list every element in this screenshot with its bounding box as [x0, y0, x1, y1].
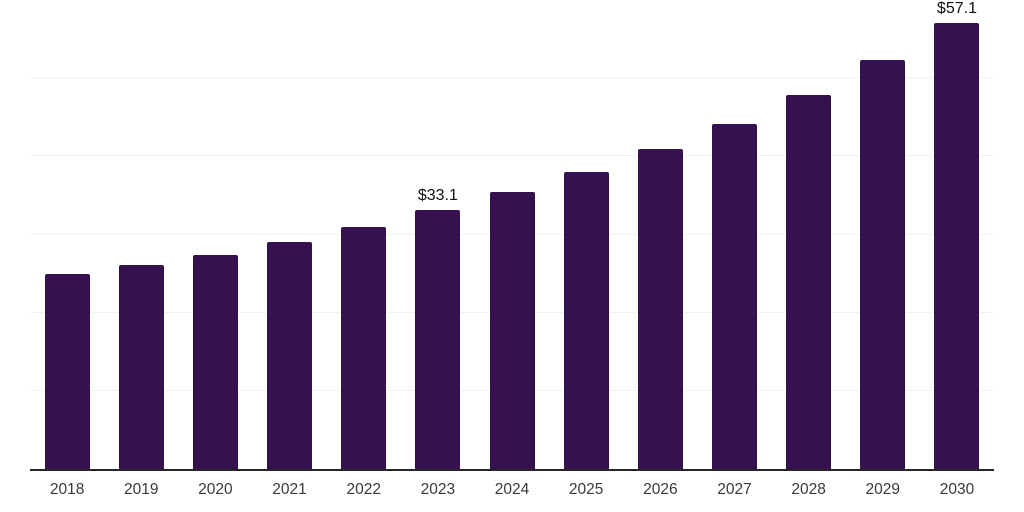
bar-slot-2021 — [252, 0, 326, 469]
bar-2026 — [637, 148, 683, 469]
bar-2023 — [415, 210, 461, 469]
x-tick-label-2029: 2029 — [865, 481, 901, 498]
bar-2028 — [786, 95, 832, 469]
x-axis-tick-labels: 2018 2019 2020 2021 2022 2023 2024 2025 2026 2027… — [30, 481, 994, 499]
bar-slot-2019 — [104, 0, 178, 469]
bar-slot-2025 — [549, 0, 623, 469]
x-tick-label-2021: 2021 — [272, 481, 307, 498]
x-tick-label-2030: 2030 — [939, 481, 975, 498]
x-tick-label-2028: 2028 — [791, 481, 826, 498]
bar-2019 — [118, 265, 164, 469]
bar-slot-2029 — [846, 0, 920, 469]
bar-2020 — [192, 254, 238, 469]
bar-2018 — [44, 274, 90, 469]
bars-layer: $33.1 $57.1 — [30, 0, 994, 469]
bar-slot-2022 — [327, 0, 401, 469]
bar-slot-2026 — [623, 0, 697, 469]
x-tick-label-2019: 2019 — [123, 481, 159, 498]
bar-value-label-2023: $33.1 — [417, 187, 458, 205]
gridline — [30, 77, 994, 79]
bar-2024 — [489, 191, 535, 469]
bar-slot-2018 — [30, 0, 104, 469]
bar-2030 — [934, 22, 980, 469]
bar-2025 — [563, 171, 609, 469]
x-tick-label-2027: 2027 — [717, 481, 752, 498]
bar-2029 — [860, 60, 906, 469]
x-tick-label-2018: 2018 — [49, 481, 85, 498]
bar-2021 — [267, 241, 313, 469]
plot-area: $33.1 $57.1 — [30, 0, 994, 471]
x-tick-label-2025: 2025 — [568, 481, 604, 498]
x-tick-label-2022: 2022 — [346, 481, 381, 498]
x-tick-label-2026: 2026 — [643, 481, 678, 498]
bar-slot-2023: $33.1 — [401, 0, 475, 469]
x-tick-label-2023: 2023 — [420, 481, 456, 498]
x-tick-label-2024: 2024 — [494, 481, 530, 498]
bar-slot-2024 — [475, 0, 549, 469]
bar-2027 — [711, 123, 757, 469]
bar-slot-2020 — [178, 0, 252, 469]
bar-slot-2027 — [697, 0, 771, 469]
bar-slot-2030: $57.1 — [920, 0, 994, 469]
bar-slot-2028 — [772, 0, 846, 469]
gridline — [30, 155, 994, 157]
bar-2022 — [341, 227, 387, 469]
x-tick-label-2020: 2020 — [198, 481, 233, 498]
bar-value-label-2030: $57.1 — [936, 0, 977, 17]
